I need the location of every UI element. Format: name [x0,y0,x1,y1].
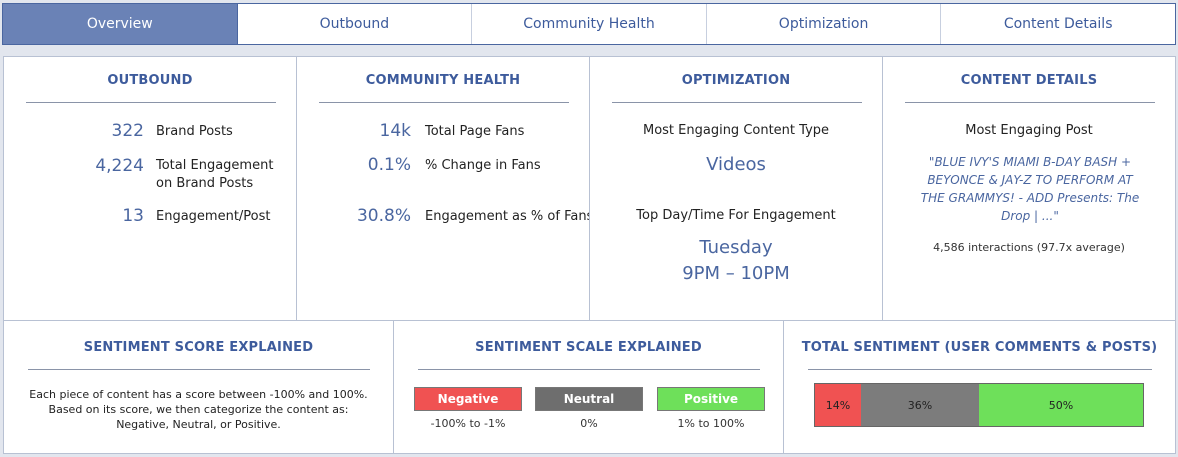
stat-label: Engagement/Post [156,209,271,224]
scale-negative-range: -100% to -1% [430,417,506,430]
stat-label: % Change in Fans [425,158,541,173]
scale-positive-range: 1% to 100% [677,417,745,430]
divider [28,369,370,370]
scale-positive-swatch: Positive [657,387,765,411]
scale-neutral-swatch: Neutral [535,387,643,411]
stat-value: 13 [122,206,144,226]
content-type-value: Videos [706,154,766,175]
day-value: Tuesday [699,237,773,258]
content-type-label: Most Engaging Content Type [642,123,830,138]
tab-bar: Overview Outbound Community Health Optim… [2,3,1176,45]
stat-engagement-per-post: 13 Engagement/Post [24,206,286,226]
stat-label: Brand Posts [156,124,233,139]
stat-engagement-pct-fans: 30.8% Engagement as % of Fans [317,206,595,226]
divider [905,102,1155,103]
sentiment-score-panel: SENTIMENT SCORE EXPLAINED Each piece of … [3,320,394,454]
tab-optimization[interactable]: Optimization [706,4,942,44]
stat-value: 14k [379,121,411,141]
stat-value: 4,224 [95,156,144,176]
sentiment-scale-title: SENTIMENT SCALE EXPLAINED [475,340,702,355]
description-line: Each piece of content has a score betwee… [29,388,368,401]
divider [418,369,760,370]
tab-overview[interactable]: Overview [3,4,238,44]
outbound-panel: OUTBOUND 322 Brand Posts 4,224 Total Eng… [3,56,297,321]
scale-negative-swatch: Negative [414,387,522,411]
divider [26,102,276,103]
outbound-title: OUTBOUND [107,73,193,88]
sentiment-segment-neutral: 36% [860,384,979,426]
optimization-title: OPTIMIZATION [681,73,791,88]
description-line: Based on its score, we then categorize t… [48,403,349,416]
stat-value: 30.8% [356,206,411,226]
divider [319,102,569,103]
tab-outbound[interactable]: Outbound [237,4,473,44]
divider [612,102,862,103]
post-label: Most Engaging Post [965,123,1093,138]
stat-label: Total Page Fans [425,124,525,139]
sentiment-scale-panel: SENTIMENT SCALE EXPLAINED Negative -100%… [393,320,784,454]
interactions-count: 4,586 interactions (97.7x average) [933,241,1125,254]
stat-label: Engagement as % of Fans [425,209,594,224]
daytime-label: Top Day/Time For Engagement [636,208,836,223]
tab-community-health[interactable]: Community Health [472,4,707,44]
total-sentiment-title: TOTAL SENTIMENT (USER COMMENTS & POSTS) [801,340,1158,355]
tab-content-details[interactable]: Content Details [941,4,1175,44]
divider [808,369,1152,370]
description-line: Negative, Neutral, or Positive. [116,418,281,431]
time-value: 9PM – 10PM [682,263,790,284]
sentiment-segment-negative: 14% [815,384,861,426]
most-engaging-post-link[interactable]: "BLUE IVY'S MIAMI B-DAY BASH + BEYONCE &… [920,155,1140,223]
stat-value: 322 [111,121,144,141]
community-health-panel: COMMUNITY HEALTH 14k Total Page Fans 0.1… [296,56,593,321]
content-details-panel: CONTENT DETAILS Most Engaging Post "BLUE… [882,56,1176,321]
total-sentiment-panel: TOTAL SENTIMENT (USER COMMENTS & POSTS) … [783,320,1176,454]
stat-brand-posts: 322 Brand Posts [24,121,286,141]
community-health-title: COMMUNITY HEALTH [365,73,521,88]
sentiment-score-title: SENTIMENT SCORE EXPLAINED [83,340,314,355]
scale-neutral-range: 0% [580,417,598,430]
stat-total-page-fans: 14k Total Page Fans [317,121,595,141]
sentiment-score-description: Each piece of content has a score betwee… [4,387,393,432]
stat-value: 0.1% [367,155,411,175]
total-sentiment-bar: 14% 36% 50% [814,383,1144,427]
content-details-title: CONTENT DETAILS [960,73,1098,88]
stat-change-in-fans: 0.1% % Change in Fans [317,155,595,175]
stat-label: Total Engagement on Brand Posts [156,158,274,191]
stat-total-engagement: 4,224 Total Engagement on Brand Posts [24,156,286,193]
sentiment-segment-positive: 50% [978,384,1143,426]
optimization-panel: OPTIMIZATION Most Engaging Content Type … [589,56,883,321]
